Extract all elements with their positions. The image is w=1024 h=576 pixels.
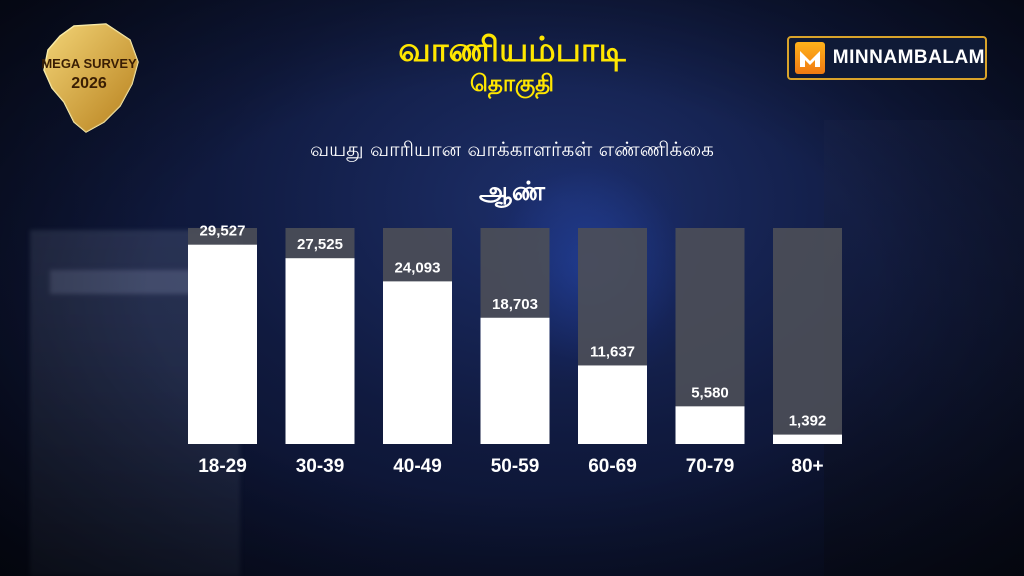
bar: [188, 244, 257, 444]
bar: [480, 317, 550, 444]
x-tick-label: 80+: [791, 456, 823, 477]
bar: [285, 258, 355, 444]
bar: [578, 365, 647, 444]
x-tick-label: 70-79: [686, 456, 735, 477]
bar: [383, 281, 452, 444]
data-label: 27,525: [297, 236, 343, 253]
bar-track: [773, 228, 842, 444]
brand-badge: MINNAMBALAM: [787, 36, 987, 80]
gender-label: ஆண்: [479, 177, 545, 207]
x-tick-label: 40-49: [393, 456, 442, 477]
logo-line2: 2026: [71, 75, 107, 92]
data-label: 29,527: [200, 223, 246, 240]
x-tick-label: 30-39: [296, 456, 345, 477]
brand-m-icon: [795, 42, 825, 74]
data-label: 11,637: [590, 343, 635, 360]
brand-name: MINNAMBALAM: [832, 47, 985, 68]
data-label: 1,392: [789, 413, 827, 430]
mega-survey-logo: MEGA SURVEY 2026: [41, 23, 139, 133]
data-label: 24,093: [395, 259, 441, 276]
x-tick-label: 50-59: [491, 456, 540, 477]
x-tick-label: 18-29: [198, 456, 247, 477]
bar: [773, 434, 842, 444]
bar: [675, 406, 745, 444]
data-label: 5,580: [691, 384, 729, 401]
constituency-title: வாணியம்பாடி: [398, 30, 626, 70]
constituency-subtitle: தொகுதி: [469, 71, 555, 97]
x-tick-label: 60-69: [588, 456, 637, 477]
chart-heading: வயது வாரியான வாக்காளர்கள் எண்ணிக்கை: [310, 137, 714, 161]
data-label: 18,703: [492, 296, 538, 313]
logo-line1: MEGA SURVEY: [41, 56, 137, 71]
